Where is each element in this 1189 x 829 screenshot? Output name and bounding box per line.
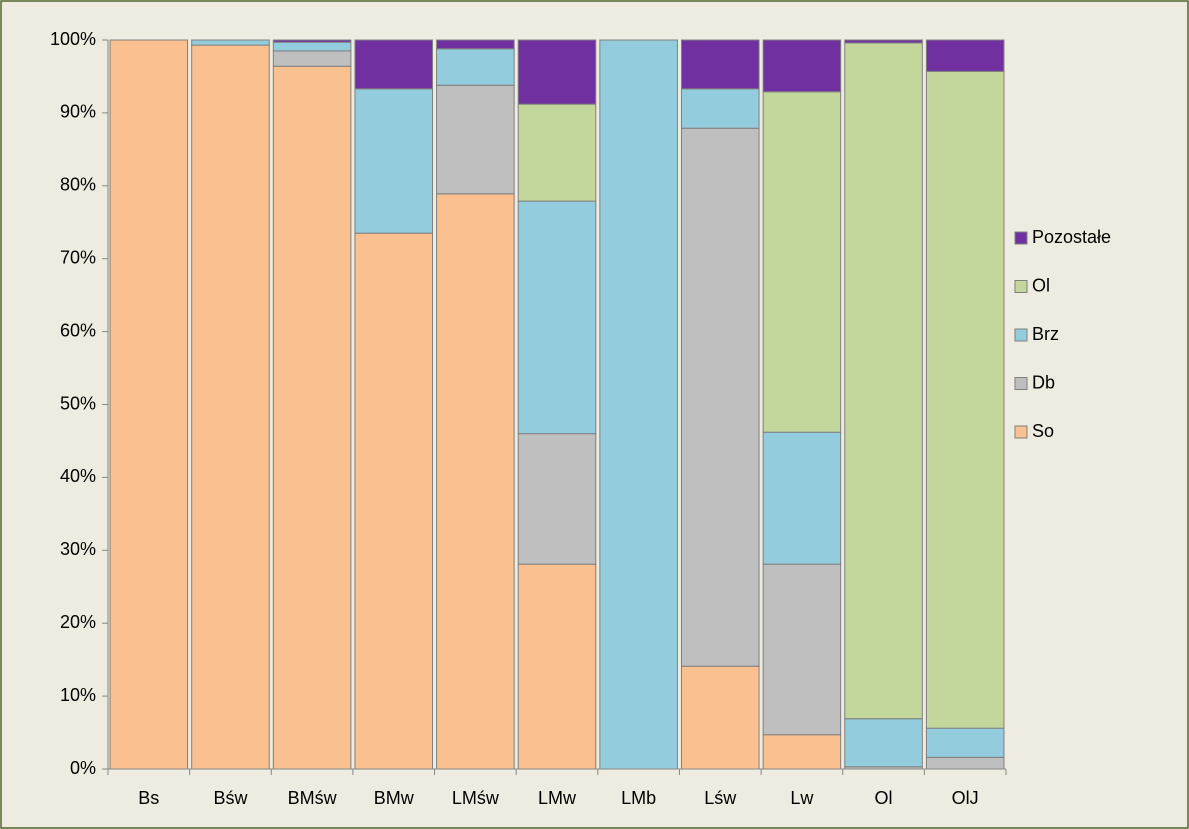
bar-segment [762,563,842,736]
y-tick-label: 90% [60,102,96,122]
bar-segment [517,103,597,202]
legend-label: Brz [1032,324,1059,344]
bar-segment [354,88,434,234]
bar-segment [844,39,923,44]
bar-segment [354,39,434,90]
x-tick-label: Ol [875,788,893,808]
y-tick-label: 40% [60,466,96,486]
legend-label: Pozostałe [1032,227,1111,247]
bar-segment [272,50,352,67]
legend-swatch [1014,231,1028,245]
bar-segment [517,200,597,435]
bar-segment [272,41,352,52]
bar-segment [436,39,515,50]
bar-segment [925,70,1005,729]
bar-segment [436,193,515,770]
x-tick-label: LMw [538,788,577,808]
y-tick-label: 60% [60,320,96,340]
bar-segment [762,91,842,433]
bar-segment [680,39,760,90]
bar-segment [762,39,842,93]
bar-segment [517,563,597,770]
y-tick-label: 0% [70,758,96,778]
bar-segment [272,39,352,43]
bar-segment [599,39,678,770]
x-tick-label: LMśw [452,788,500,808]
bar-segment [354,232,434,770]
bar-segment [191,39,270,46]
x-tick-label: Lw [790,788,814,808]
bar-segment [925,756,1005,770]
x-tick-label: OlJ [952,788,979,808]
bar-segment [272,65,352,770]
x-tick-label: Lśw [704,788,737,808]
y-tick-label: 100% [50,29,96,49]
bar-segment [762,734,842,770]
bar-segment [680,127,760,667]
bar-segment [517,39,597,105]
x-tick-label: BMw [374,788,415,808]
legend-swatch [1014,377,1028,390]
bar-segment [436,48,515,86]
y-tick-label: 70% [60,247,96,267]
y-tick-label: 50% [60,393,96,413]
y-tick-label: 20% [60,612,96,632]
y-tick-label: 80% [60,175,96,195]
x-tick-label: BMśw [288,788,338,808]
x-tick-label: Bśw [213,788,248,808]
bar-segment [844,42,923,720]
bar-segment [680,665,760,770]
legend-label: Db [1032,372,1055,392]
bar-segment [436,84,515,195]
bar-segment [109,39,189,770]
bar-segment [925,727,1005,758]
y-tick-label: 30% [60,539,96,559]
bar-segment [844,718,923,768]
bar-segment [680,88,760,129]
legend-swatch [1014,280,1028,293]
legend-swatch [1014,328,1028,342]
legend-swatch [1014,425,1028,439]
x-tick-label: Bs [138,788,159,808]
y-tick-label: 10% [60,685,96,705]
x-tick-label: LMb [621,788,656,808]
bar-segment [762,431,842,565]
legend-label: Ol [1032,275,1050,295]
bar-segment [191,44,270,770]
bar-segment [925,39,1005,72]
legend-label: So [1032,421,1054,441]
bar-segment [517,433,597,565]
